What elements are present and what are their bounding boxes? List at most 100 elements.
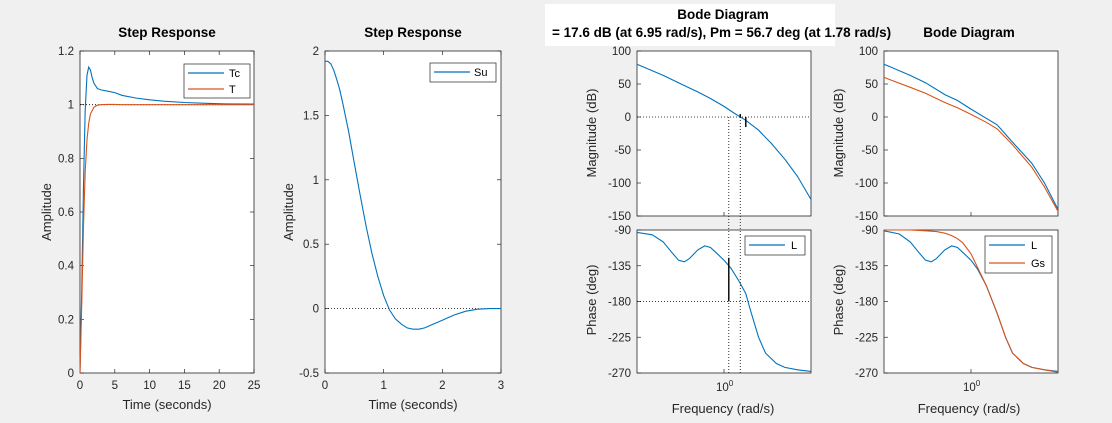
y-tick-label: 1.5	[303, 110, 319, 122]
margin-markers	[728, 114, 747, 373]
series-lines	[636, 63, 812, 372]
x-axis-label: Frequency (rad/s)	[918, 401, 1021, 416]
chart-title: Step Response	[364, 25, 462, 40]
y-tick-label: -225	[855, 332, 878, 344]
y-tick-label: -150	[855, 211, 878, 223]
y-tick-label: -90	[614, 225, 631, 237]
y-tick-label: 0.5	[303, 239, 319, 251]
y-axis-label-magnitude: Magnitude (dB)	[831, 89, 846, 178]
y-tick-label: 1.2	[58, 46, 74, 58]
y-tick-label: 100	[859, 46, 878, 58]
x-tick-label: 5	[112, 380, 118, 392]
series-line-t	[79, 103, 254, 374]
x-tick-label: 20	[213, 380, 226, 392]
series-line-su	[325, 60, 501, 330]
legend-entry-l: L	[791, 240, 797, 252]
chart-title: Step Response	[118, 25, 216, 40]
y-tick-label: 0	[625, 112, 631, 124]
y-tick-label: 0.6	[58, 207, 74, 219]
y-tick-label: -50	[861, 145, 878, 157]
y-axis-label-magnitude: Magnitude (dB)	[584, 89, 599, 178]
bode-diagram-1: Bode Diagram = 17.6 dB (at 6.95 rad/s), …	[545, 4, 891, 416]
chart-title: Bode Diagram	[923, 25, 1015, 40]
y-axis-label: Amplitude	[281, 183, 296, 241]
y-tick-label: 0.4	[58, 261, 75, 273]
legend[interactable]: L Gs	[984, 235, 1053, 274]
x-axis-label: Time (seconds)	[368, 397, 457, 412]
step-response-2: Step Response 0 1 2 3-0.500.511.52 Time (se…	[281, 25, 504, 412]
x-tick-label: 100	[963, 379, 981, 394]
tick-labels: -150 -100 -50 0 50 100 -270 -225 -180 -135 -90 100	[608, 46, 734, 394]
x-axis-label: Frequency (rad/s)	[672, 401, 775, 416]
y-tick-label: 100	[612, 46, 631, 58]
x-tick-label: 3	[498, 380, 504, 392]
y-tick-label: -100	[855, 178, 878, 190]
x-tick-label: 100	[716, 379, 734, 394]
x-tick-label: 10	[143, 380, 156, 392]
y-tick-label: 1	[68, 100, 74, 112]
legend[interactable]: L	[744, 235, 806, 256]
y-axis-label-phase: Phase (deg)	[831, 265, 846, 336]
y-tick-label: 0	[872, 112, 878, 124]
series-line-l	[883, 63, 1059, 210]
y-tick-label: -50	[614, 145, 631, 157]
y-tick-label: -270	[608, 368, 631, 380]
x-tick-label: 2	[439, 380, 445, 392]
legend-entry-su: Su	[474, 67, 487, 79]
series-lines	[325, 60, 501, 330]
y-tick-label: -150	[608, 211, 631, 223]
legend-entry-t: T	[229, 84, 236, 96]
legend-box	[984, 235, 1053, 274]
chart-subtitle: = 17.6 dB (at 6.95 rad/s), Pm = 56.7 deg…	[552, 25, 891, 40]
y-tick-label: -135	[608, 261, 631, 273]
step-response-1: Step Response 0 5 10 15 20 25 0 0.2 0.4 0.6 0.8 1 1.…	[39, 25, 260, 412]
reference-lines	[637, 116, 811, 302]
y-tick-label: 0	[68, 368, 74, 380]
tick-labels: -150 -100 -50 0 50 100 -270 -225 -180 -135 -90 100	[855, 46, 981, 394]
y-tick-label: -270	[855, 368, 878, 380]
x-tick-label: 1	[380, 380, 386, 392]
y-tick-label: -135	[855, 261, 878, 273]
tick-labels: 0 1 2 3-0.500.511.52	[299, 46, 504, 392]
series-lines	[79, 65, 255, 374]
y-tick-label: 0	[313, 304, 319, 316]
series-line-gs	[883, 76, 1059, 212]
chart-title: Bode Diagram	[677, 7, 769, 22]
magnitude-plot-area	[636, 50, 812, 217]
legend-entry-gs: Gs	[1031, 258, 1046, 270]
bode-diagram-2: Bode Diagram -150-100-50050100-270-225-1…	[831, 25, 1059, 416]
legend-entry-tc: Tc	[229, 68, 241, 80]
x-tick-label: 15	[178, 380, 191, 392]
y-tick-label: -90	[861, 225, 878, 237]
y-tick-label: -100	[608, 178, 631, 190]
y-tick-label: 1	[313, 175, 319, 187]
y-tick-label: -225	[608, 332, 631, 344]
series-line-l	[636, 63, 812, 200]
x-axis-label: Time (seconds)	[122, 397, 211, 412]
y-tick-label: -180	[855, 297, 878, 309]
y-axis-label: Amplitude	[39, 183, 54, 241]
y-tick-label: 0.8	[58, 153, 74, 165]
y-tick-label: 50	[618, 79, 631, 91]
y-tick-label: 50	[865, 79, 878, 91]
legend-entry-l: L	[1031, 240, 1037, 252]
plot-area	[324, 50, 502, 374]
x-tick-label: 25	[248, 380, 261, 392]
legend-box	[183, 63, 251, 99]
y-tick-label: 2	[313, 46, 319, 58]
legend[interactable]: Su	[429, 62, 497, 83]
series-line-gs	[884, 229, 1059, 373]
x-tick-label: 0	[322, 380, 328, 392]
tick-labels: 0 5 10 15 20 25 0 0.2 0.4 0.6 0.8 1 1.2	[58, 46, 260, 392]
y-tick-label: 0.2	[58, 314, 74, 326]
title-backdrop	[545, 4, 835, 46]
series-lines	[883, 63, 1059, 373]
y-tick-label: -180	[608, 297, 631, 309]
series-line-tc	[79, 65, 255, 374]
series-line-l	[636, 231, 812, 372]
legend[interactable]: Tc T	[183, 63, 251, 99]
y-axis-label-phase: Phase (deg)	[584, 265, 599, 336]
x-tick-label: 0	[77, 380, 83, 392]
plot-area	[79, 50, 255, 374]
